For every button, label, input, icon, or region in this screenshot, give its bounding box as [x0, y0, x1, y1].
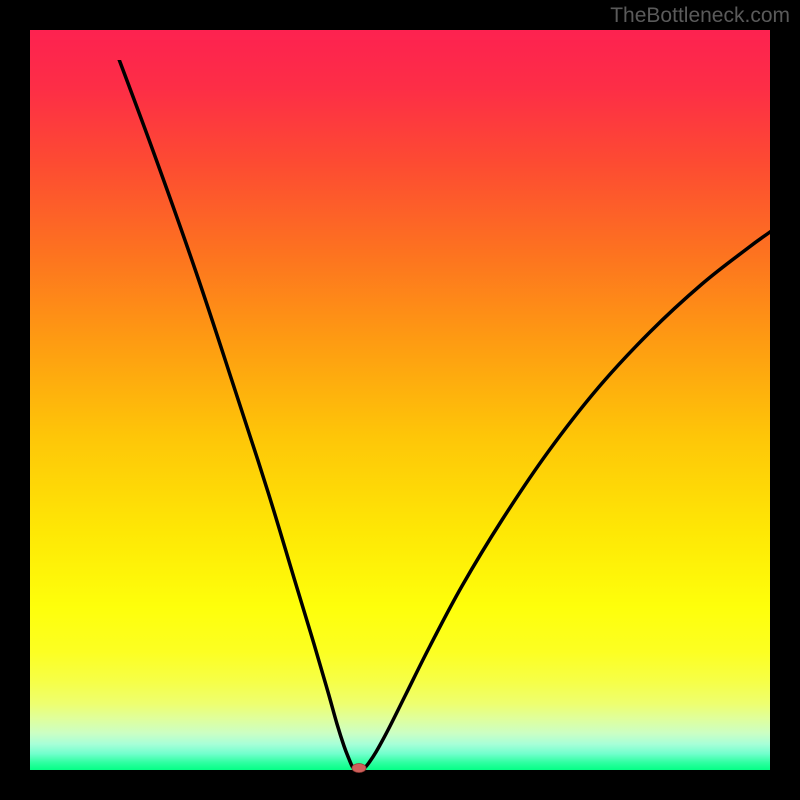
- chart-frame: TheBottleneck.com: [0, 0, 800, 800]
- watermark-text: TheBottleneck.com: [610, 4, 790, 28]
- gradient-background: [30, 30, 770, 770]
- bottleneck-curve-chart: [0, 0, 800, 800]
- optimal-point-marker: [352, 764, 366, 773]
